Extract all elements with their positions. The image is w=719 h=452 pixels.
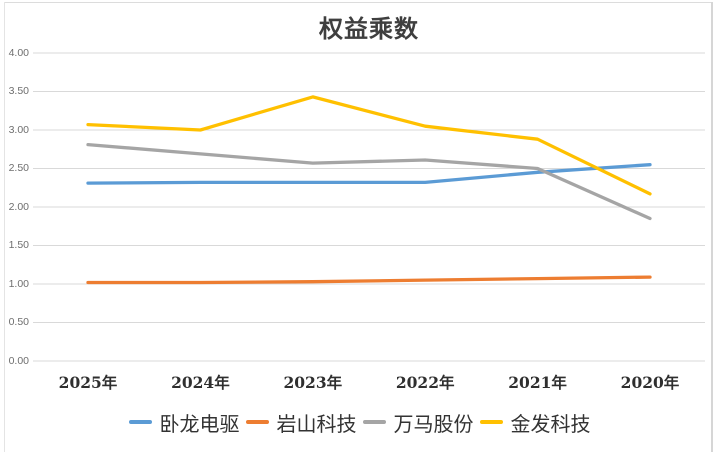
x-tick-label: 2025年 — [58, 373, 118, 392]
x-tick-label: 2021年 — [508, 373, 567, 392]
y-tick-label: 2.00 — [8, 200, 29, 213]
y-tick-label: 3.00 — [8, 123, 29, 136]
y-tick-label: 2.50 — [8, 162, 29, 174]
y-tick-label: 3.50 — [8, 85, 29, 97]
x-tick-label: 2023年 — [283, 373, 343, 392]
legend-line-swatch-icon — [245, 420, 269, 424]
legend-item-金发科技: 金发科技 — [479, 408, 591, 437]
legend-label: 金发科技 — [510, 411, 591, 436]
legend-label: 卧龙电驱 — [159, 411, 240, 436]
legend-item-岩山科技: 岩山科技 — [245, 408, 357, 437]
legend-line-swatch-icon — [362, 420, 386, 424]
legend-label: 万马股份 — [393, 411, 474, 436]
series-line-金发科技 — [86, 95, 652, 196]
y-tick-label: 4.00 — [8, 46, 29, 59]
chart-border-top — [4, 2, 713, 3]
series-line-万马股份 — [86, 142, 652, 221]
legend-item-卧龙电驱: 卧龙电驱 — [128, 408, 240, 437]
legend-item-万马股份: 万马股份 — [362, 408, 474, 437]
chart-border-left — [4, 2, 5, 452]
y-tick-label: 0.00 — [8, 354, 29, 367]
series-line-岩山科技 — [86, 275, 652, 285]
legend-label: 岩山科技 — [276, 411, 357, 436]
series-line-卧龙电驱 — [86, 163, 652, 185]
x-tick-label: 2020年 — [620, 373, 680, 392]
y-tick-label: 1.50 — [8, 239, 29, 251]
legend: 卧龙电驱 岩山科技 万马股份 金发科技 — [0, 406, 719, 438]
y-tick-label: 0.50 — [8, 316, 29, 328]
chart-border-right — [711, 2, 713, 452]
x-tick-label: 2022年 — [395, 373, 455, 392]
chart-title: 权益乘数 — [319, 14, 419, 43]
y-tick-label: 1.00 — [8, 277, 29, 290]
legend-line-swatch-icon — [128, 420, 152, 424]
x-tick-label: 2024年 — [171, 373, 230, 392]
legend-line-swatch-icon — [479, 420, 503, 424]
